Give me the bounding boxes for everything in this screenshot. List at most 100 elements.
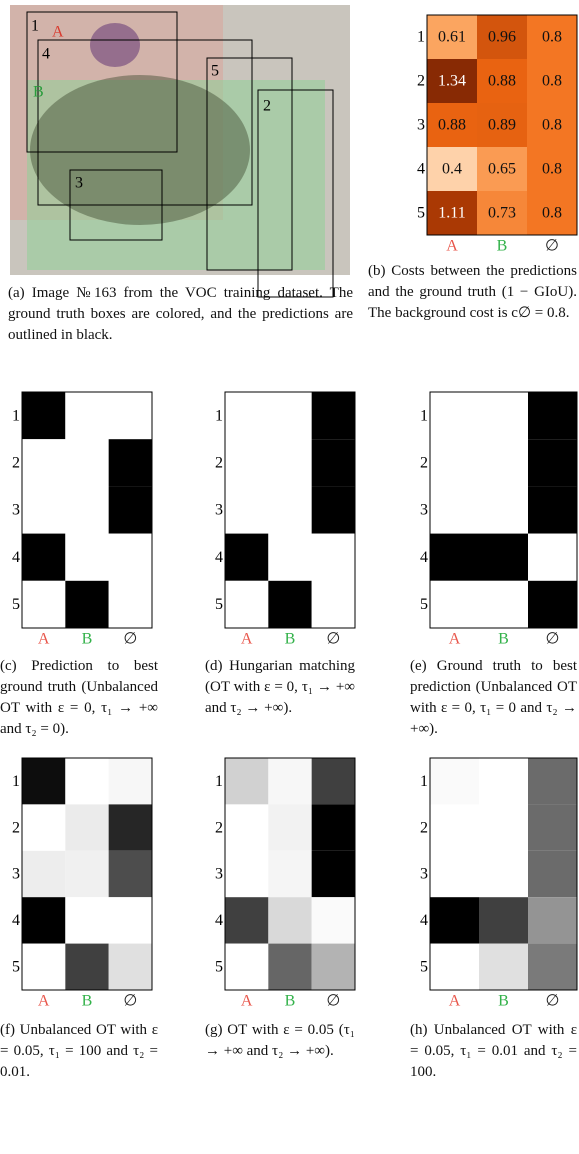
col-label: A	[449, 631, 461, 648]
cell	[268, 439, 312, 487]
matrix-frame	[429, 391, 578, 629]
matrix-frame	[224, 757, 356, 991]
row-label: 4	[420, 549, 428, 566]
cell	[479, 943, 528, 990]
row-label: 4	[12, 912, 20, 929]
pred-box	[37, 39, 253, 206]
cell	[22, 943, 66, 990]
cell-value: 0.8	[542, 205, 562, 222]
cell	[22, 580, 66, 628]
row-label: 4	[215, 912, 223, 929]
cell	[427, 59, 477, 103]
caption: (b) Costs between the predictions and th…	[368, 263, 577, 321]
cell	[108, 533, 152, 581]
row-label: 2	[417, 73, 425, 90]
cell	[430, 439, 479, 487]
row-label: 5	[12, 958, 20, 975]
caption: (f) Unbalanced OT with ε = 0.05, τ₁ = 10…	[0, 1022, 158, 1080]
cell	[225, 580, 269, 628]
caption: (a) Image №163 from the VOC training dat…	[8, 285, 353, 343]
cell	[268, 804, 312, 851]
matrix-frame	[224, 391, 356, 629]
row-label: 3	[420, 502, 428, 519]
cell	[527, 147, 577, 191]
cell	[65, 439, 109, 487]
cell	[108, 758, 152, 805]
row-label: 5	[215, 596, 223, 613]
row-label: 2	[420, 454, 428, 471]
gt-box-b	[27, 80, 325, 270]
cell	[311, 850, 355, 898]
cell	[427, 147, 477, 191]
row-label: 1	[420, 407, 428, 424]
row-label: 1	[215, 773, 223, 790]
cell	[225, 897, 269, 944]
cell	[527, 103, 577, 147]
caption: (h) Unbalanced OT with ε = 0.05, τ₁ = 0.…	[410, 1022, 577, 1080]
cell	[225, 439, 269, 487]
row-label: 4	[215, 549, 223, 566]
cell-value: 0.4	[442, 161, 462, 178]
cell	[268, 533, 312, 581]
cell	[430, 897, 479, 944]
col-label: ∅	[545, 238, 559, 255]
cell-value: 0.8	[542, 29, 562, 46]
cell	[22, 850, 66, 898]
cell	[311, 804, 355, 851]
cell	[311, 580, 355, 628]
row-label: 5	[215, 958, 223, 975]
cell	[108, 897, 152, 944]
col-label: A	[449, 993, 461, 1010]
cell	[528, 897, 577, 944]
cell	[479, 758, 528, 805]
cell	[65, 758, 109, 805]
row-label: 4	[12, 549, 20, 566]
cell-value: 1.34	[438, 73, 466, 90]
col-label: ∅	[546, 993, 560, 1010]
cell-value: 0.73	[488, 205, 516, 222]
cell	[225, 533, 269, 581]
col-label: A	[241, 631, 253, 648]
col-label: A	[241, 993, 253, 1010]
col-label: A	[446, 238, 458, 255]
cell	[268, 486, 312, 534]
pred-box	[206, 57, 293, 271]
cell	[65, 850, 109, 898]
cell	[225, 850, 269, 898]
col-label: ∅	[326, 993, 340, 1010]
cell	[430, 943, 479, 990]
cell	[65, 392, 109, 440]
row-label: 1	[12, 773, 20, 790]
row-label: 2	[420, 819, 428, 836]
cell	[311, 897, 355, 944]
row-label: 2	[12, 454, 20, 471]
row-label: 2	[215, 819, 223, 836]
cell-value: 0.8	[542, 161, 562, 178]
cell	[528, 804, 577, 851]
pred-label: 3	[75, 175, 83, 192]
row-label: 5	[12, 596, 20, 613]
cell	[528, 486, 577, 534]
col-label: ∅	[123, 993, 137, 1010]
cell	[65, 943, 109, 990]
row-label: 3	[12, 866, 20, 883]
cell	[268, 943, 312, 990]
cell	[22, 439, 66, 487]
prediction-boxes	[26, 11, 334, 298]
cell	[479, 897, 528, 944]
pred-label: 1	[31, 18, 39, 35]
cell	[527, 15, 577, 59]
col-label: B	[285, 993, 296, 1010]
row-label: 5	[420, 596, 428, 613]
pred-box	[26, 11, 178, 153]
matrix-frame	[426, 14, 578, 236]
row-label: 3	[215, 502, 223, 519]
row-label: 3	[12, 502, 20, 519]
cell	[22, 758, 66, 805]
cell	[479, 850, 528, 898]
caption: (e) Ground truth to best prediction (Unb…	[410, 658, 577, 737]
cell	[479, 392, 528, 440]
cell	[108, 580, 152, 628]
pred-box	[257, 89, 334, 298]
